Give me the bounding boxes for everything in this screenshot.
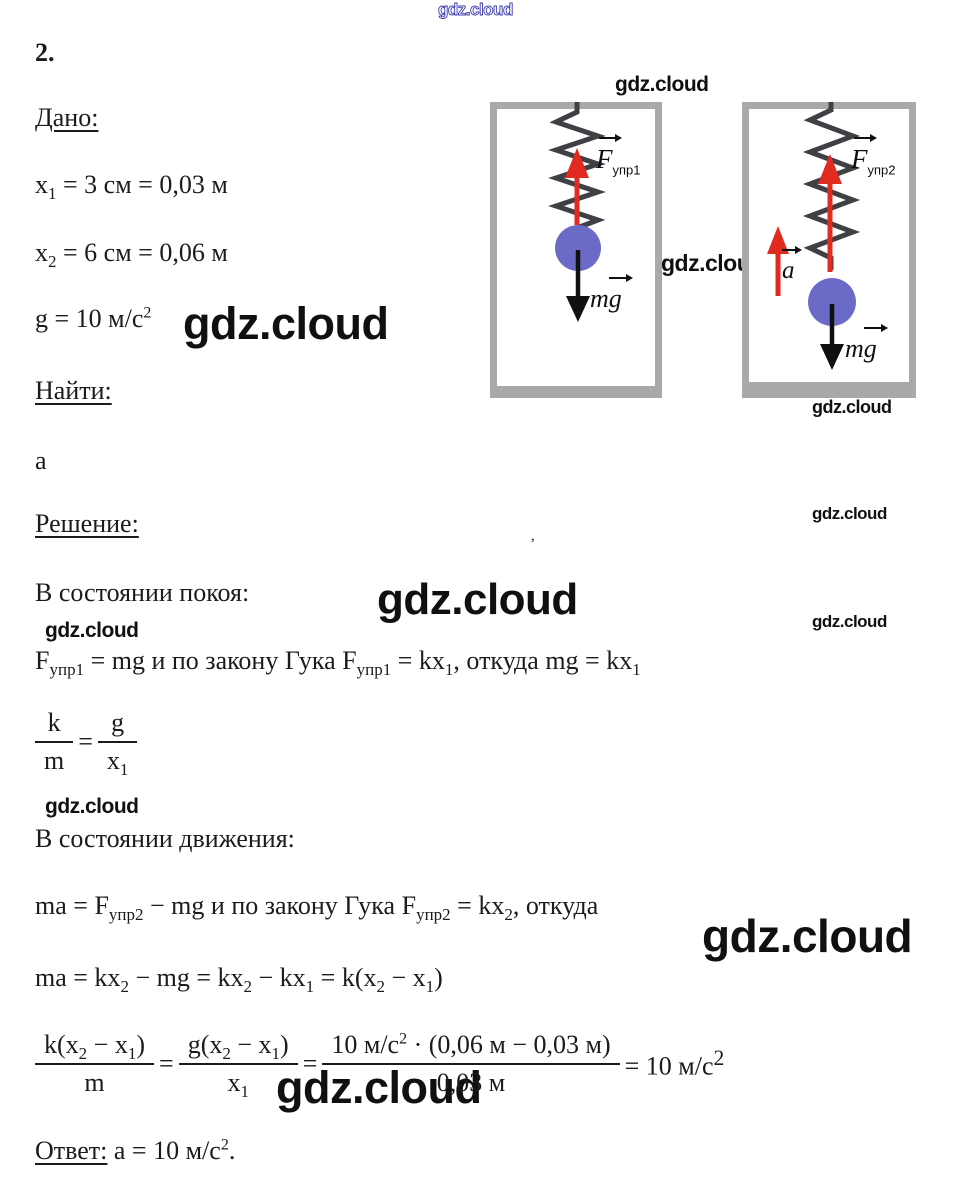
watermark: gdz.cloud [276,1062,482,1113]
equation-motion-1: ma = Fупр2 − mg и по закону Гука Fупр2 =… [35,891,599,925]
watermark: gdz.cloud [45,619,139,642]
weight-arrowhead-1 [566,296,590,322]
answer-line: Ответ: a = 10 м/с2. [35,1136,236,1165]
find-heading: Найти: [35,376,112,405]
solution-heading: Решение: [35,509,139,538]
fraction-g-delta: g(x2 − x1) x1 [178,1030,298,1100]
find-value: a [35,446,47,475]
fraction-bar [35,1063,155,1065]
force-arrowhead-1 [565,148,589,178]
problem-number: 2. [35,38,55,67]
given-x1: x1 = 3 см = 0,03 м [35,170,228,204]
vector-arrow-icon [864,324,888,332]
spring-diagram [490,102,916,398]
fraction-k-delta: k(x2 − x1) m [35,1030,155,1098]
watermark: gdz.cloud [438,0,514,19]
acceleration-arrowhead [767,226,789,254]
mass-ball-1 [555,225,601,271]
force-arrowhead-2 [818,154,842,184]
equation-final: k(x2 − x1) m = g(x2 − x1) x1 = 10 м/с2 ·… [35,1030,729,1100]
watermark: gdz.cloud [45,795,139,818]
watermark: gdz.cloud [661,250,764,276]
watermark: gdz.cloud [377,575,578,624]
watermark: gdz.cloud [183,298,389,349]
fraction-numeric: 10 м/с2 · (0,06 м − 0,03 м) 0,03 м [322,1030,620,1098]
force-vector-label-2: Fупр2 [851,134,896,176]
watermark: gdz.cloud [615,73,709,96]
fraction-bar [97,741,138,743]
vector-arrow-icon [609,274,633,282]
fraction-bar [322,1063,620,1065]
spring-icon [548,102,606,231]
equation-rest: Fупр1 = mg и по закону Гука Fупр1 = kx1,… [35,646,641,680]
given-heading: Дано: [35,103,99,132]
watermark: gdz.cloud [812,612,887,631]
fraction-bar [35,741,74,743]
answer-heading: Ответ: [35,1136,108,1165]
vector-arrow-icon [782,246,802,254]
equation-motion-2: ma = kx2 − mg = kx2 − kx1 = k(x2 − x1) [35,963,443,997]
watermark: gdz.cloud [702,910,913,962]
fraction-g-x1: g x1 [97,708,138,778]
force-vector-label-1: Fупр1 [596,134,641,176]
mass-ball-2 [808,278,856,326]
motion-state-heading: В состоянии движения: [35,824,295,853]
weight-vector-label-2: mg [845,324,888,362]
watermark: gdz.cloud [812,504,887,523]
final-result: = 10 м/с2 [624,1046,725,1081]
given-x2: x2 = 6 см = 0,06 м [35,238,228,272]
rest-state-heading: В состоянии покоя: [35,578,250,607]
vector-arrow-icon [854,134,877,142]
weight-vector-label-1: mg [590,274,633,312]
weight-arrowhead-2 [820,344,844,370]
fraction-bar [178,1063,298,1065]
watermark: gdz.cloud [812,397,892,417]
given-g: g = 10 м/с2 [35,304,152,333]
vector-arrow-icon [599,134,622,142]
acceleration-vector-label: a [782,246,802,283]
stray-mark: , [531,528,535,544]
spring-icon [802,102,861,270]
